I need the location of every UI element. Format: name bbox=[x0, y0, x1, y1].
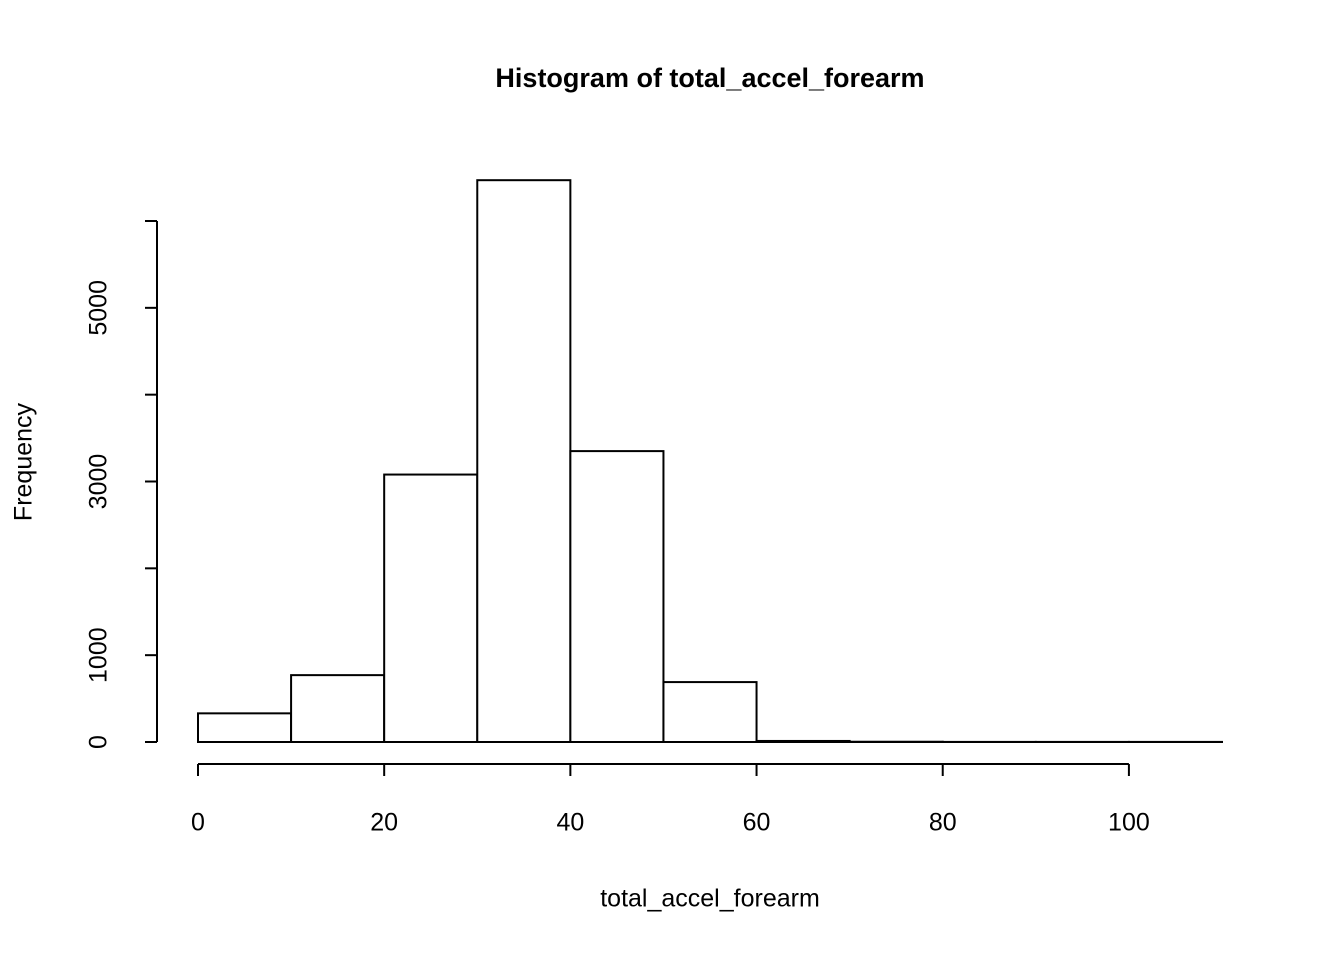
bar bbox=[476, 179, 572, 743]
x-tick-label: 0 bbox=[191, 809, 205, 837]
y-tick-label: 1000 bbox=[85, 627, 113, 683]
x-tick-label: 80 bbox=[929, 809, 957, 837]
bar bbox=[755, 739, 851, 744]
x-tick-label: 40 bbox=[556, 809, 584, 837]
y-tick-label: 3000 bbox=[85, 454, 113, 510]
x-tick-label: 100 bbox=[1108, 809, 1150, 837]
x-tick-label: 20 bbox=[370, 809, 398, 837]
y-axis-label: Frequency bbox=[10, 402, 38, 521]
bar bbox=[569, 450, 665, 743]
chart-title: Histogram of total_accel_forearm bbox=[495, 63, 924, 93]
y-tick-label: 5000 bbox=[85, 280, 113, 336]
x-tick-label: 60 bbox=[743, 809, 771, 837]
y-tick-label: 0 bbox=[85, 735, 113, 749]
bar bbox=[197, 712, 293, 743]
x-axis-label: total_accel_forearm bbox=[600, 885, 820, 913]
bar bbox=[290, 674, 386, 743]
bar bbox=[662, 681, 758, 744]
bar bbox=[383, 473, 479, 743]
